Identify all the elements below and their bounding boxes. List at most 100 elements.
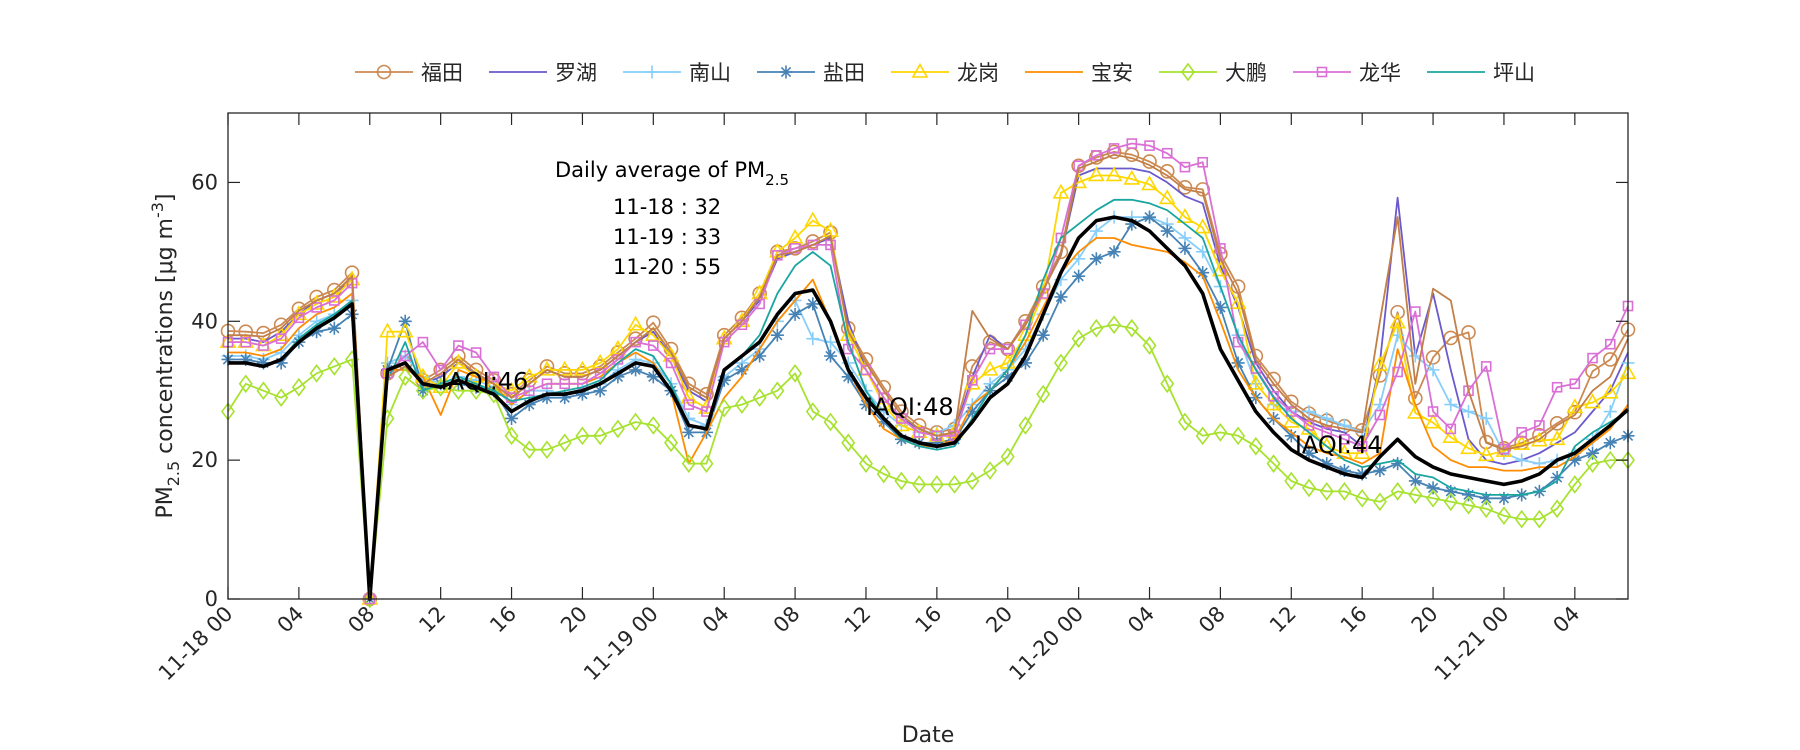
legend-label: 罗湖 [555, 61, 597, 85]
x-tick-label: 11-18 00 [154, 602, 238, 686]
data-point-square [1392, 366, 1403, 378]
data-point-triangle [1105, 166, 1123, 182]
data-point-asterisk [788, 307, 802, 321]
data-point-diamond [628, 412, 643, 432]
data-point-square [683, 399, 695, 410]
data-point-square [807, 239, 819, 251]
data-point-diamond [451, 381, 466, 401]
data-point-diamond [1319, 482, 1334, 501]
data-point-diamond [841, 433, 856, 453]
legend: 福田 罗湖 南山 盐田 龙岗 宝安 大鹏 龙华 坪山 [355, 61, 1535, 85]
series-unlabeled [228, 153, 1629, 600]
data-point-diamond [398, 367, 413, 387]
legend-item-龙华: 龙华 [1293, 61, 1401, 85]
data-point-asterisk [1178, 241, 1192, 255]
data-point-diamond [557, 433, 572, 453]
data-point-diamond [1231, 426, 1246, 446]
series-line [227, 150, 1629, 600]
data-point-square [417, 336, 429, 348]
x-tick-label: 12 [1265, 602, 1301, 638]
data-point-circle [1602, 352, 1618, 367]
data-point-diamond [1496, 506, 1511, 526]
data-point-triangle [1566, 398, 1584, 414]
data-point-diamond [291, 377, 306, 397]
data-point-triangle [1176, 208, 1194, 223]
data-point-diamond [912, 475, 927, 494]
data-point-asterisk [1586, 446, 1600, 460]
data-point-square [1179, 161, 1191, 173]
x-tick-label: 16 [1336, 602, 1372, 638]
legend-label: 福田 [421, 61, 463, 85]
data-point-asterisk [1550, 471, 1564, 484]
data-point-asterisk [327, 321, 341, 335]
data-point-square [1144, 140, 1155, 151]
data-point-asterisk [1603, 436, 1617, 450]
data-point-diamond [1461, 495, 1476, 515]
data-point-asterisk [1337, 464, 1351, 478]
legend-marker-circle [376, 64, 392, 80]
data-point-diamond [1372, 492, 1387, 512]
data-point-diamond [1390, 482, 1405, 501]
data-point-asterisk [256, 356, 270, 370]
x-tick-label: 16 [485, 602, 521, 638]
data-point-square [1126, 138, 1138, 149]
x-tick-label: 12 [840, 602, 876, 638]
data-point-triangle [1318, 437, 1336, 453]
data-point-square [1427, 406, 1439, 417]
data-point-diamond [788, 364, 803, 383]
data-point-diamond [504, 426, 519, 446]
data-point-asterisk [806, 297, 820, 311]
data-point-circle [1177, 179, 1193, 195]
data-point-asterisk [310, 325, 324, 339]
data-point-plus [1089, 224, 1103, 238]
data-point-triangle [1229, 294, 1247, 310]
data-point-diamond [1107, 315, 1122, 335]
data-point-triangle [1141, 175, 1158, 191]
data-point-plus [1426, 363, 1440, 377]
data-point-triangle [1477, 446, 1495, 462]
data-point-asterisk [877, 415, 891, 429]
data-point-square [984, 343, 996, 355]
y-tick-label: 40 [191, 309, 218, 333]
data-point-triangle [1442, 428, 1460, 444]
data-point-asterisk [505, 411, 519, 425]
data-point-triangle [804, 211, 822, 227]
data-point-triangle [1353, 444, 1371, 460]
y-axis-label: PM2.5 concentrations [μg m-3] [148, 193, 183, 518]
data-point-square [1268, 390, 1279, 402]
data-point-triangle [609, 339, 627, 355]
series-line [228, 142, 1629, 600]
data-point-asterisk [239, 352, 253, 366]
data-point-diamond [1514, 509, 1529, 529]
data-point-triangle [1265, 395, 1282, 411]
data-point-diamond [1000, 447, 1015, 467]
data-point-asterisk [522, 398, 536, 412]
daily-average-title-text: Daily average of PM [555, 158, 765, 182]
data-point-asterisk [1054, 290, 1068, 304]
data-point-plus [1444, 398, 1458, 412]
data-point-square [1569, 378, 1581, 390]
data-point-square [1091, 150, 1102, 161]
x-tick-label: 04 [1548, 602, 1584, 638]
data-point-diamond [646, 416, 661, 435]
data-point-diamond [805, 402, 820, 421]
data-point-diamond [823, 412, 838, 432]
data-point-triangle [574, 360, 591, 376]
daily-average-title: Daily average of PM2.5 [555, 158, 789, 189]
data-point-diamond [1567, 475, 1582, 494]
daily-average-11-18: 11-18 : 32 [613, 195, 721, 219]
legend-label: 龙华 [1359, 61, 1401, 85]
series-大鹏 [221, 315, 1635, 609]
data-point-diamond [664, 433, 679, 453]
data-point-diamond [575, 426, 590, 446]
iaqi-annotation: IAQI:48 [866, 393, 954, 421]
data-point-triangle [963, 374, 981, 390]
data-point-asterisk [1125, 217, 1139, 231]
data-point-square [789, 243, 801, 254]
data-point-diamond [858, 454, 873, 473]
series-龙华 [222, 138, 1634, 605]
annotation-layer: IAQI:46 IAQI:48 IAQI:44 [441, 367, 1383, 459]
data-point-triangle [1531, 431, 1548, 447]
data-point-asterisk [575, 387, 589, 401]
data-point-triangle [1513, 435, 1531, 450]
